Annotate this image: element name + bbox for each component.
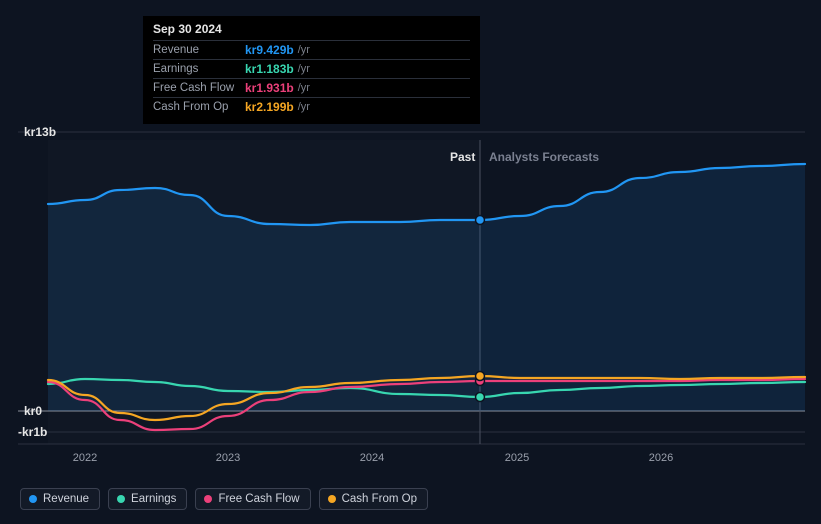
chart-tooltip: Sep 30 2024 Revenue kr9.429b /yr Earning… — [143, 16, 480, 124]
tooltip-label: Earnings — [153, 63, 245, 75]
legend-label: Free Cash Flow — [218, 493, 299, 505]
x-axis-label: 2026 — [649, 452, 673, 464]
legend-dot-icon — [29, 495, 37, 503]
legend-dot-icon — [328, 495, 336, 503]
tooltip-unit: /yr — [298, 63, 310, 75]
tooltip-row-revenue: Revenue kr9.429b /yr — [153, 40, 470, 59]
y-axis-label-max: kr13b — [24, 125, 56, 139]
tooltip-label: Cash From Op — [153, 101, 245, 113]
tooltip-unit: /yr — [298, 82, 310, 94]
legend-label: Revenue — [43, 493, 89, 505]
legend-label: Earnings — [131, 493, 176, 505]
tooltip-row-earnings: Earnings kr1.183b /yr — [153, 59, 470, 78]
y-axis-label-min: -kr1b — [18, 425, 47, 439]
legend-item-cfo[interactable]: Cash From Op — [319, 488, 428, 510]
tooltip-label: Free Cash Flow — [153, 82, 245, 94]
legend-label: Cash From Op — [342, 493, 417, 505]
tooltip-row-fcf: Free Cash Flow kr1.931b /yr — [153, 78, 470, 97]
tooltip-label: Revenue — [153, 44, 245, 56]
forecast-section-label: Analysts Forecasts — [489, 150, 599, 164]
y-axis-label-zero: kr0 — [24, 404, 42, 418]
tooltip-value: kr2.199b — [245, 100, 294, 114]
legend-item-revenue[interactable]: Revenue — [20, 488, 100, 510]
chart-legend: Revenue Earnings Free Cash Flow Cash Fro… — [20, 488, 428, 510]
legend-dot-icon — [204, 495, 212, 503]
legend-item-fcf[interactable]: Free Cash Flow — [195, 488, 310, 510]
financials-chart: kr13b kr0 -kr1b 2022 2023 2024 2025 2026… — [0, 0, 821, 524]
tooltip-unit: /yr — [298, 101, 310, 113]
x-axis-label: 2025 — [505, 452, 529, 464]
legend-dot-icon — [117, 495, 125, 503]
tooltip-date: Sep 30 2024 — [153, 22, 470, 40]
x-axis-label: 2022 — [73, 452, 97, 464]
legend-item-earnings[interactable]: Earnings — [108, 488, 187, 510]
tooltip-value: kr9.429b — [245, 43, 294, 57]
tooltip-row-cfo: Cash From Op kr2.199b /yr — [153, 97, 470, 116]
tooltip-value: kr1.183b — [245, 62, 294, 76]
x-axis-label: 2023 — [216, 452, 240, 464]
tooltip-value: kr1.931b — [245, 81, 294, 95]
past-section-label: Past — [450, 150, 475, 164]
x-axis-label: 2024 — [360, 452, 384, 464]
tooltip-unit: /yr — [298, 44, 310, 56]
